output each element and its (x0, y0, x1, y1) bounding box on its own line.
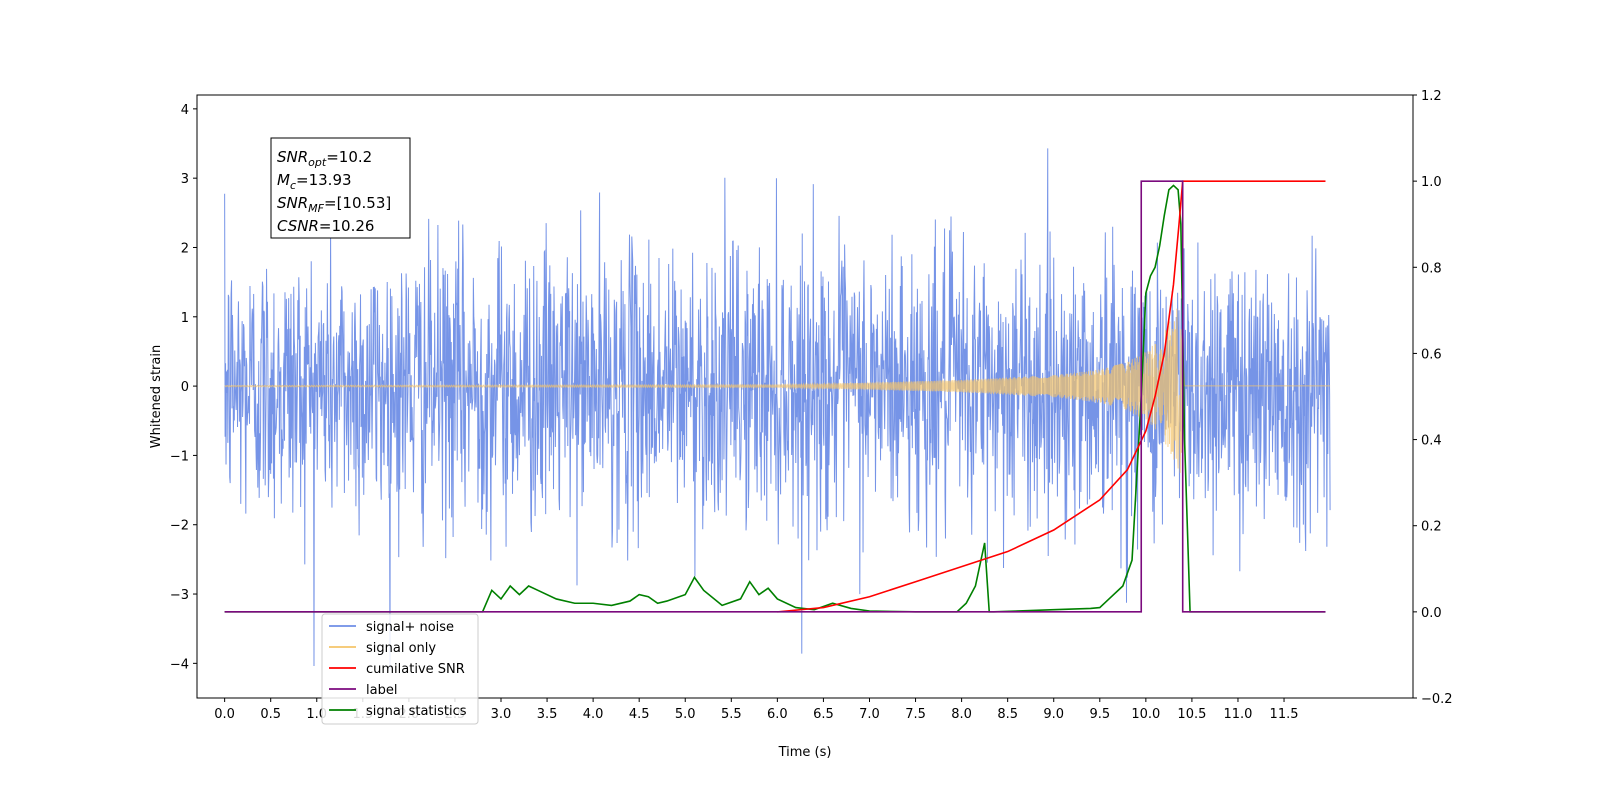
signal-statistics-series (224, 184, 1326, 613)
y2-tick-label: 0.6 (1421, 347, 1442, 362)
plot-frame (196, 94, 1414, 699)
y-tick-label: 0 (181, 380, 189, 395)
y2-tick-label: 0.4 (1421, 434, 1442, 449)
y2-tick-label: 0.0 (1421, 606, 1442, 621)
y2-tick-label: −0.2 (1421, 692, 1453, 707)
x-tick-label: 3.5 (537, 707, 558, 722)
x-tick-label: 7.0 (859, 707, 880, 722)
y-tick-label: −2 (170, 519, 189, 534)
info-box-frame (270, 137, 411, 239)
x-tick-label: 9.5 (1089, 707, 1110, 722)
signal-noise-line (224, 148, 1331, 671)
x-tick-label: 5.5 (721, 707, 742, 722)
y-tick-label: −1 (170, 449, 189, 464)
y2-tick-label: 1.2 (1421, 89, 1442, 104)
info-line: Mc=13.93 (277, 171, 352, 192)
cumulative-snr-series (777, 180, 1326, 613)
x-tick-label: 10.5 (1177, 707, 1206, 722)
signal-only-line (224, 308, 1331, 473)
signal-only-series (224, 308, 1331, 473)
x-axis-label: Time (s) (778, 745, 832, 760)
legend-label: signal+ noise (366, 620, 454, 635)
y-tick-label: −3 (170, 588, 189, 603)
x-tick-label: 9.0 (1043, 707, 1064, 722)
legend-label: label (366, 683, 397, 698)
x-tick-label: 11.0 (1223, 707, 1252, 722)
info-line: SNRMF=[10.53] (277, 194, 391, 215)
x-tick-label: 5.0 (675, 707, 696, 722)
x-tick-label: 8.5 (997, 707, 1018, 722)
y-tick-label: 3 (181, 172, 189, 187)
y-tick-label: −4 (170, 657, 189, 672)
y-axis-right: 1.2 1.0 0.8 0.6 0.4 0.2 0.0 −0.2 (1413, 89, 1453, 707)
y2-tick-label: 1.0 (1421, 175, 1442, 190)
legend-label: cumilative SNR (366, 662, 465, 677)
x-tick-label: 0.5 (260, 707, 281, 722)
x-tick-label: 4.0 (583, 707, 604, 722)
y-tick-label: 1 (181, 311, 189, 326)
cumulative-snr-line (777, 180, 1326, 613)
label-series (224, 180, 1326, 613)
legend-frame (321, 613, 479, 725)
y2-tick-label: 0.8 (1421, 261, 1442, 276)
x-tick-label: 4.5 (629, 707, 650, 722)
x-tick-label: 3.0 (491, 707, 512, 722)
x-tick-label: 6.5 (813, 707, 834, 722)
y-tick-label: 2 (181, 241, 189, 256)
plot-area (224, 148, 1331, 671)
x-tick-label: 10.0 (1131, 707, 1160, 722)
y2-tick-label: 0.2 (1421, 520, 1442, 535)
label-line (224, 180, 1326, 613)
signal-statistics-line (224, 184, 1326, 613)
x-tick-label: 7.5 (905, 707, 926, 722)
legend: signal+ noise signal only cumilative SNR la… (321, 613, 479, 725)
signal-noise-series (224, 148, 1331, 671)
x-tick-label: 11.5 (1270, 707, 1299, 722)
x-tick-label: 0.0 (214, 707, 235, 722)
y-axis-label: Whitened strain (149, 345, 164, 448)
legend-label: signal statistics (366, 704, 467, 719)
info-line: CSNR=10.26 (277, 217, 374, 235)
info-line: SNRopt=10.2 (277, 148, 372, 169)
legend-label: signal only (366, 641, 436, 656)
x-tick-label: 8.0 (951, 707, 972, 722)
y-axis-left: 4 3 2 1 0 −1 −2 −3 −4 (170, 103, 197, 672)
y-tick-label: 4 (181, 103, 189, 118)
x-tick-label: 6.0 (767, 707, 788, 722)
